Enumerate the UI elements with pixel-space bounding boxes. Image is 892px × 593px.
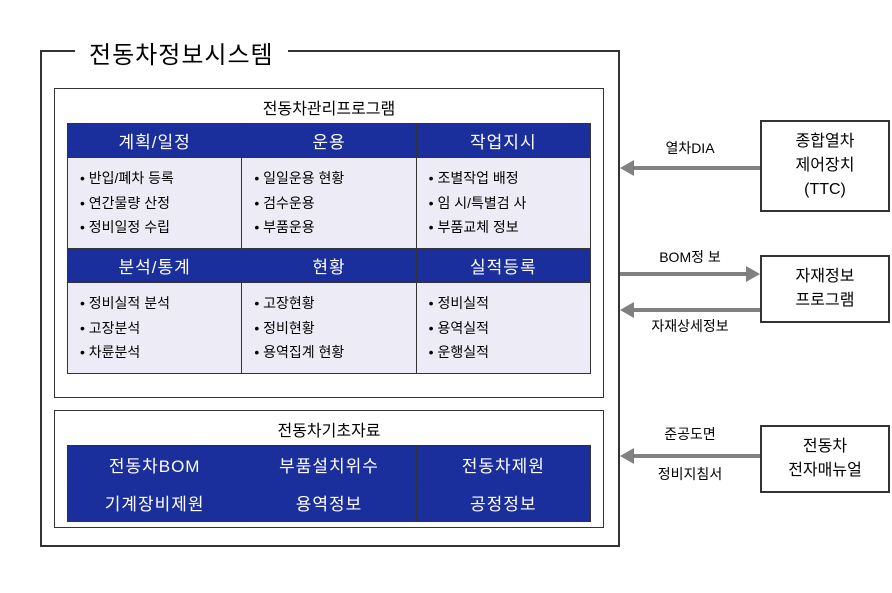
list-item: 부품운용 <box>254 215 409 240</box>
mgmt-header-results: 실적등록 <box>417 249 590 282</box>
base-cell-service: 용역정보 <box>242 484 416 521</box>
list-item: 정비실적 분석 <box>80 291 235 316</box>
list-item: 반입/폐차 등록 <box>80 166 235 191</box>
base-cell-equip: 기계장비제원 <box>68 484 242 521</box>
arrow-label-material-detail: 자재상세정보 <box>630 316 750 336</box>
list-item: 정비실적 <box>429 291 584 316</box>
arrow-label-bom-info: BOM정 보 <box>630 247 750 267</box>
ext-line: 제어장치 <box>766 154 884 178</box>
arrow-shaft <box>634 166 760 170</box>
list-item: 연간물량 산정 <box>80 191 235 216</box>
arrowhead-icon <box>746 266 760 282</box>
ext-line: 프로그램 <box>766 289 884 313</box>
mgmt-body-operation: 일일운용 현황 검수운용 부품운용 <box>242 158 416 248</box>
external-box-manual: 전동차 전자매뉴얼 <box>760 425 890 493</box>
mgmt-header-plan: 계획/일정 <box>68 124 242 157</box>
ext-line: 자재정보 <box>766 265 884 289</box>
list-item: 검수운용 <box>254 191 409 216</box>
list-item: 고장분석 <box>80 316 235 341</box>
arrow-manual <box>620 448 760 464</box>
base-row-1: 전동차BOM 부품설치위수 전동차제원 <box>68 446 590 484</box>
list-item: 부품교체 정보 <box>429 215 584 240</box>
list-item: 임 시/특별검 사 <box>429 191 584 216</box>
list-item: 정비일정 수립 <box>80 215 235 240</box>
mgmt-header-status: 현황 <box>242 249 416 282</box>
arrow-train-dia <box>620 160 760 176</box>
base-data-box: 전동차기초자료 전동차BOM 부품설치위수 전동차제원 기계장비제원 용역정보 … <box>54 410 604 528</box>
list-item: 일일운용 현황 <box>254 166 409 191</box>
base-cell-process: 공정정보 <box>417 484 590 521</box>
arrow-label-maint-guide: 정비지침서 <box>630 464 750 484</box>
base-row-2: 기계장비제원 용역정보 공정정보 <box>68 484 590 521</box>
arrow-bom-info <box>620 266 760 282</box>
list-item: 차륜분석 <box>80 340 235 365</box>
system-title: 전동차정보시스템 <box>75 33 288 72</box>
ext-line: 전동차 <box>766 435 884 459</box>
base-grid: 전동차BOM 부품설치위수 전동차제원 기계장비제원 용역정보 공정정보 <box>67 445 591 522</box>
external-box-material: 자재정보 프로그램 <box>760 255 890 323</box>
mgmt-body-results: 정비실적 용역실적 운행실적 <box>417 283 590 373</box>
list-item: 용역실적 <box>429 316 584 341</box>
mgmt-bottom-body-row: 정비실적 분석 고장분석 차륜분석 고장현황 정비현황 용역집계 현황 정비실적… <box>67 282 591 374</box>
list-item: 운행실적 <box>429 340 584 365</box>
diagram-canvas: 전동차정보시스템 전동차관리프로그램 계획/일정 운용 작업지시 반입/폐차 등… <box>20 20 892 573</box>
mgmt-body-analysis: 정비실적 분석 고장분석 차륜분석 <box>68 283 242 373</box>
arrow-shaft <box>620 272 746 276</box>
ext-line: 종합열차 <box>766 130 884 154</box>
mgmt-header-workorder: 작업지시 <box>417 124 590 157</box>
mgmt-header-operation: 운용 <box>242 124 416 157</box>
base-data-title: 전동차기초자료 <box>55 411 603 447</box>
base-cell-bom: 전동차BOM <box>68 446 242 484</box>
arrow-shaft <box>634 454 760 458</box>
arrow-label-train-dia: 열차DIA <box>630 138 750 158</box>
ext-line: 전자매뉴얼 <box>766 459 884 483</box>
mgmt-body-status: 고장현황 정비현황 용역집계 현황 <box>242 283 416 373</box>
base-cell-spec: 전동차제원 <box>417 446 590 484</box>
arrow-label-asbuilt: 준공도면 <box>630 424 750 444</box>
mgmt-bottom-header-row: 분석/통계 현황 실적등록 <box>67 249 591 282</box>
list-item: 정비현황 <box>254 316 409 341</box>
base-cell-parts: 부품설치위수 <box>242 446 416 484</box>
list-item: 조별작업 배정 <box>429 166 584 191</box>
arrow-shaft <box>634 308 760 312</box>
mgmt-top-header-row: 계획/일정 운용 작업지시 <box>67 123 591 157</box>
list-item: 고장현황 <box>254 291 409 316</box>
ext-line: (TTC) <box>766 178 884 202</box>
mgmt-top-body-row: 반입/폐차 등록 연간물량 산정 정비일정 수립 일일운용 현황 검수운용 부품… <box>67 157 591 249</box>
mgmt-program-title: 전동차관리프로그램 <box>55 89 603 125</box>
mgmt-body-plan: 반입/폐차 등록 연간물량 산정 정비일정 수립 <box>68 158 242 248</box>
arrowhead-icon <box>620 160 634 176</box>
external-box-ttc: 종합열차 제어장치 (TTC) <box>760 120 890 212</box>
mgmt-grid: 계획/일정 운용 작업지시 반입/폐차 등록 연간물량 산정 정비일정 수립 일… <box>67 123 591 374</box>
mgmt-program-box: 전동차관리프로그램 계획/일정 운용 작업지시 반입/폐차 등록 연간물량 산정… <box>54 88 604 398</box>
mgmt-header-analysis: 분석/통계 <box>68 249 242 282</box>
mgmt-body-workorder: 조별작업 배정 임 시/특별검 사 부품교체 정보 <box>417 158 590 248</box>
arrowhead-icon <box>620 448 634 464</box>
list-item: 용역집계 현황 <box>254 340 409 365</box>
